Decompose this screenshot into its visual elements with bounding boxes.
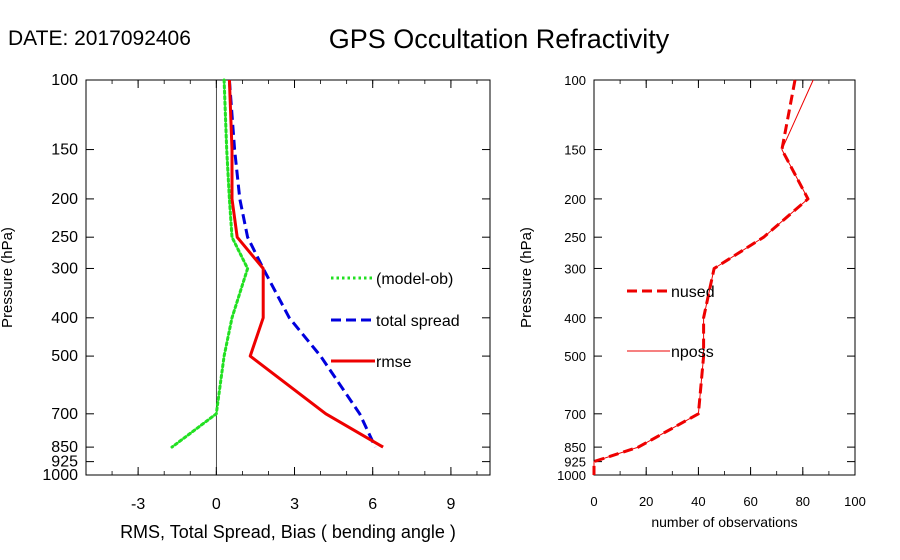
left-legend-label: (model-ob) [376, 271, 453, 288]
chart-title: GPS Occultation Refractivity [329, 24, 670, 54]
left-x-axis-label: RMS, Total Spread, Bias ( bending angle … [120, 522, 456, 542]
right-y-tick-label: 850 [564, 440, 586, 455]
left-y-axis-label: Pressure (hPa) [0, 227, 16, 328]
right-x-tick-label: 60 [743, 494, 757, 509]
right-x-tick-label: 20 [639, 494, 653, 509]
left-y-tick-label: 1000 [42, 467, 78, 484]
left-plot-frame [85, 79, 491, 476]
right-legend-label: nused [671, 284, 715, 301]
left-x-tick-label: 6 [368, 496, 377, 513]
left-legend-label: rmse [376, 354, 412, 371]
right-y-tick-label: 700 [564, 407, 586, 422]
left-y-tick-label: 850 [51, 439, 78, 456]
right-y-tick-label: 925 [564, 455, 586, 470]
left-series-line-rmse [227, 79, 384, 449]
right-y-tick-label: 1000 [557, 468, 586, 483]
right-y-tick-label: 100 [564, 73, 586, 88]
right-y-tick-label: 250 [564, 230, 586, 245]
right-x-tick-label: 40 [691, 494, 705, 509]
right-y-axis-label: Pressure (hPa) [518, 227, 535, 328]
left-series-line-totalspread [227, 79, 377, 448]
left-x-tick-label: 3 [290, 496, 299, 513]
left-y-tick-label: 150 [51, 142, 78, 159]
left-series-line-modelob [170, 78, 250, 449]
right-y-tick-label: 500 [564, 349, 586, 364]
date-label: DATE: 2017092406 [8, 27, 191, 50]
right-series-line-nused [592, 79, 810, 475]
right-series-line-nposs [593, 79, 814, 475]
left-y-tick-label: 300 [51, 260, 78, 277]
left-y-tick-label: 700 [51, 406, 78, 423]
right-x-tick-label: 80 [796, 494, 810, 509]
left-y-tick-label: 250 [51, 229, 78, 246]
right-y-tick-label: 400 [564, 311, 586, 326]
left-y-tick-label: 100 [51, 72, 78, 89]
left-x-tick-label: 0 [212, 496, 221, 513]
right-x-tick-label: 100 [844, 494, 866, 509]
left-y-tick-label: 500 [51, 348, 78, 365]
right-x-axis-label: number of observations [651, 514, 797, 530]
right-y-tick-label: 200 [564, 192, 586, 207]
left-legend-label: total spread [376, 313, 460, 330]
right-y-tick-label: 300 [564, 261, 586, 276]
left-x-tick-label: 9 [446, 496, 455, 513]
right-legend-label: nposs [671, 344, 714, 361]
right-y-tick-label: 150 [564, 143, 586, 158]
left-y-tick-label: 200 [51, 191, 78, 208]
right-plot-frame [593, 79, 856, 476]
left-y-tick-label: 400 [51, 310, 78, 327]
right-x-tick-label: 0 [590, 494, 597, 509]
left-y-tick-label: 925 [51, 454, 78, 471]
left-x-tick-label: -3 [131, 496, 145, 513]
